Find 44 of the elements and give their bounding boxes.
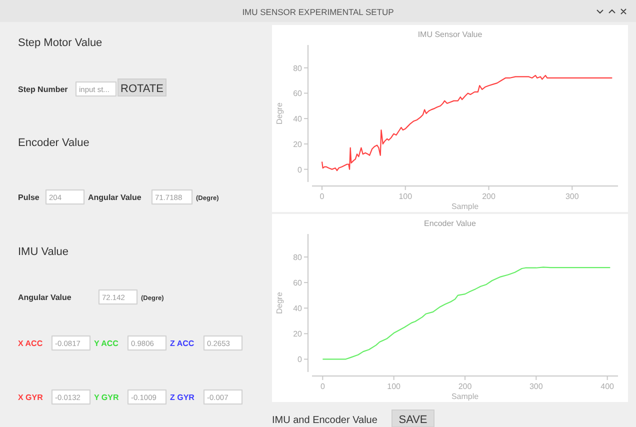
x-tick-label: 0 xyxy=(320,382,326,391)
text: Encoder Value xyxy=(18,137,90,149)
y-tick-label: 80 xyxy=(293,64,303,73)
x-tick-label: 300 xyxy=(529,382,544,391)
line-series xyxy=(322,266,611,360)
y-tick-label: 20 xyxy=(293,140,303,149)
y-tick-label: 40 xyxy=(293,114,303,124)
text: IMU Value xyxy=(18,246,69,258)
text: Y ACC xyxy=(94,339,119,348)
line-series xyxy=(321,74,613,172)
text: X ACC xyxy=(18,339,43,348)
text: X GYR xyxy=(18,393,44,402)
y-tick-label: 20 xyxy=(293,330,303,339)
chart-title: IMU Sensor Value xyxy=(418,30,483,39)
y-tick-label: 60 xyxy=(293,278,303,288)
x-tick-label: 400 xyxy=(600,382,615,391)
button: ROTATE xyxy=(118,78,166,96)
text: Z ACC xyxy=(170,339,194,348)
text: IMU SENSOR EXPERIMENTAL SETUP xyxy=(242,7,394,17)
text: Angular Value xyxy=(18,293,72,302)
x-axis-title: Sample xyxy=(451,202,480,211)
y-axis-title: Degre xyxy=(275,102,284,124)
text: Z GYR xyxy=(170,393,195,402)
text: Pulse xyxy=(18,193,40,202)
text: Step Motor Value xyxy=(18,37,102,49)
chart-title: Encoder Value xyxy=(424,219,476,228)
y-tick-label: 60 xyxy=(293,89,303,98)
text: IMU and Encoder Value xyxy=(272,415,378,426)
x-tick-label: 100 xyxy=(398,192,413,201)
y-tick-label: 80 xyxy=(293,253,303,262)
x-tick-label: 0 xyxy=(320,192,325,201)
x-axis-title: Sample xyxy=(451,392,480,401)
button: SAVE xyxy=(392,410,434,427)
x-tick-label: 200 xyxy=(482,192,496,201)
text: Angular Value xyxy=(88,193,142,202)
x-tick-label: 300 xyxy=(565,192,580,201)
x-tick-label: 100 xyxy=(387,382,402,391)
y-tick-label: 0 xyxy=(298,355,303,364)
y-axis-title: Degre xyxy=(275,292,284,314)
text: Step Number xyxy=(18,85,68,94)
text: Y GYR xyxy=(94,393,119,402)
y-tick-label: 40 xyxy=(293,304,303,314)
y-tick-label: 0 xyxy=(298,165,303,174)
x-tick-label: 200 xyxy=(458,382,472,391)
